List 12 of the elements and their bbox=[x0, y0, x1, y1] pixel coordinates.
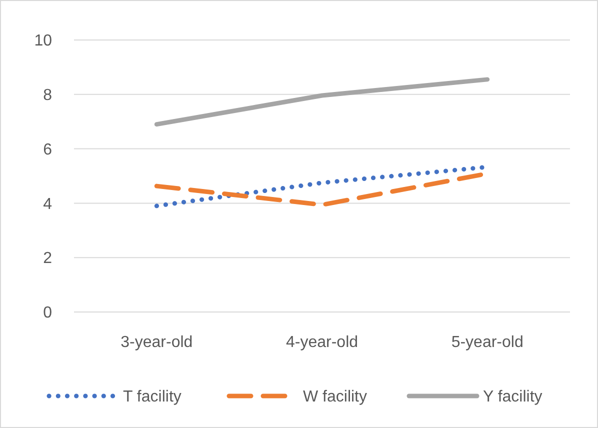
legend-label: T facility bbox=[123, 388, 182, 406]
legend-label: W facility bbox=[303, 388, 367, 406]
y-tick-label: 10 bbox=[34, 32, 52, 50]
x-tick-label: 3-year-old bbox=[120, 334, 193, 351]
y-tick-label: 2 bbox=[43, 250, 52, 268]
y-tick-label: 0 bbox=[43, 304, 52, 322]
y-tick-label: 6 bbox=[43, 141, 52, 158]
y-tick-label: 4 bbox=[43, 196, 52, 213]
x-tick-label: 5-year-old bbox=[451, 334, 524, 351]
legend-label: Y facility bbox=[483, 388, 542, 406]
y-tick-label: 8 bbox=[43, 87, 52, 104]
x-tick-label: 4-year-old bbox=[286, 334, 358, 351]
